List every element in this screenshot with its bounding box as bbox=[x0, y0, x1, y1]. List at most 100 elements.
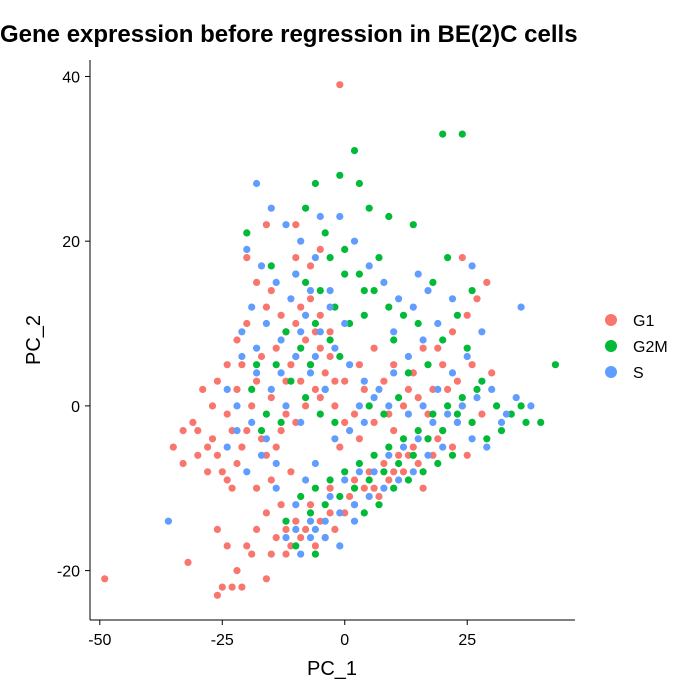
y-axis-ticks: -20 0 20 40 bbox=[57, 69, 90, 581]
point-g2m bbox=[370, 451, 378, 459]
point-s bbox=[223, 443, 231, 451]
point-s bbox=[302, 476, 310, 484]
point-g1 bbox=[453, 377, 461, 385]
point-g1 bbox=[483, 278, 491, 286]
point-g2m bbox=[311, 319, 319, 328]
point-g1 bbox=[287, 468, 295, 476]
point-g2m bbox=[341, 245, 349, 253]
point-g1 bbox=[331, 377, 339, 385]
point-s bbox=[375, 385, 383, 393]
point-s bbox=[448, 369, 457, 377]
point-g1 bbox=[267, 394, 275, 402]
point-s bbox=[326, 287, 334, 295]
point-s bbox=[395, 295, 403, 303]
point-g1 bbox=[218, 583, 226, 591]
point-s bbox=[282, 221, 290, 229]
legend-key-g2m bbox=[605, 340, 617, 352]
point-s bbox=[233, 427, 241, 435]
point-g1 bbox=[478, 410, 486, 418]
point-g1 bbox=[390, 361, 398, 369]
point-g1 bbox=[292, 319, 300, 328]
point-s bbox=[292, 525, 300, 534]
point-s bbox=[448, 295, 457, 303]
point-g2m bbox=[517, 402, 525, 410]
point-g2m bbox=[326, 476, 334, 484]
point-g2m bbox=[360, 311, 368, 319]
point-g2m bbox=[326, 336, 334, 344]
point-g2m bbox=[365, 204, 373, 212]
point-s bbox=[409, 468, 417, 476]
points-layer bbox=[101, 81, 560, 599]
point-s bbox=[164, 517, 172, 525]
point-g1 bbox=[218, 468, 226, 476]
point-s bbox=[414, 435, 422, 443]
point-g1 bbox=[419, 344, 427, 352]
point-s bbox=[262, 435, 270, 443]
point-g1 bbox=[306, 295, 315, 303]
point-g1 bbox=[370, 484, 378, 492]
point-g1 bbox=[282, 410, 290, 418]
point-g1 bbox=[336, 443, 344, 451]
point-g1 bbox=[350, 476, 359, 484]
point-g2m bbox=[272, 361, 280, 369]
point-s bbox=[370, 394, 378, 402]
point-g2m bbox=[375, 254, 383, 262]
point-g2m bbox=[302, 204, 310, 212]
point-g2m bbox=[439, 427, 447, 435]
point-s bbox=[302, 311, 310, 319]
point-s bbox=[365, 262, 373, 270]
point-g2m bbox=[321, 501, 329, 509]
point-s bbox=[419, 402, 427, 410]
point-g1 bbox=[184, 558, 192, 567]
point-s bbox=[360, 377, 368, 385]
point-g2m bbox=[385, 443, 393, 451]
point-s bbox=[292, 501, 300, 509]
x-tick-label: 0 bbox=[340, 632, 349, 649]
point-g1 bbox=[355, 435, 363, 443]
point-s bbox=[233, 402, 241, 410]
point-g1 bbox=[380, 459, 388, 468]
point-g1 bbox=[316, 394, 324, 402]
point-g1 bbox=[439, 361, 447, 369]
point-g1 bbox=[390, 468, 398, 476]
point-s bbox=[395, 476, 403, 484]
point-g1 bbox=[306, 501, 315, 509]
point-g1 bbox=[434, 344, 442, 352]
point-g1 bbox=[223, 542, 231, 550]
y-tick-label: 20 bbox=[62, 234, 80, 251]
point-s bbox=[321, 517, 329, 525]
point-g2m bbox=[478, 377, 486, 385]
point-s bbox=[434, 385, 442, 393]
point-g2m bbox=[493, 402, 501, 410]
point-g2m bbox=[321, 229, 329, 237]
point-s bbox=[380, 484, 388, 492]
point-s bbox=[311, 352, 319, 361]
point-g1 bbox=[346, 492, 354, 501]
y-tick-label: 40 bbox=[62, 69, 80, 86]
point-g1 bbox=[331, 525, 339, 534]
point-g1 bbox=[302, 402, 310, 410]
point-g1 bbox=[395, 451, 403, 459]
point-g2m bbox=[448, 451, 457, 459]
point-g2m bbox=[257, 427, 266, 435]
point-g2m bbox=[399, 311, 408, 319]
point-s bbox=[341, 476, 349, 484]
point-s bbox=[316, 212, 324, 221]
point-s bbox=[365, 492, 373, 501]
point-s bbox=[336, 509, 344, 517]
point-s bbox=[488, 385, 496, 393]
point-s bbox=[297, 328, 305, 336]
point-s bbox=[306, 287, 315, 295]
point-g1 bbox=[243, 319, 251, 328]
point-g2m bbox=[306, 509, 315, 517]
point-s bbox=[277, 336, 285, 344]
point-s bbox=[331, 344, 339, 352]
point-g2m bbox=[248, 385, 256, 393]
point-g1 bbox=[350, 410, 359, 418]
point-g1 bbox=[238, 443, 246, 451]
point-g1 bbox=[404, 385, 412, 393]
point-g2m bbox=[292, 542, 300, 550]
point-g2m bbox=[404, 369, 412, 377]
point-g1 bbox=[262, 221, 270, 229]
point-g1 bbox=[468, 361, 476, 369]
